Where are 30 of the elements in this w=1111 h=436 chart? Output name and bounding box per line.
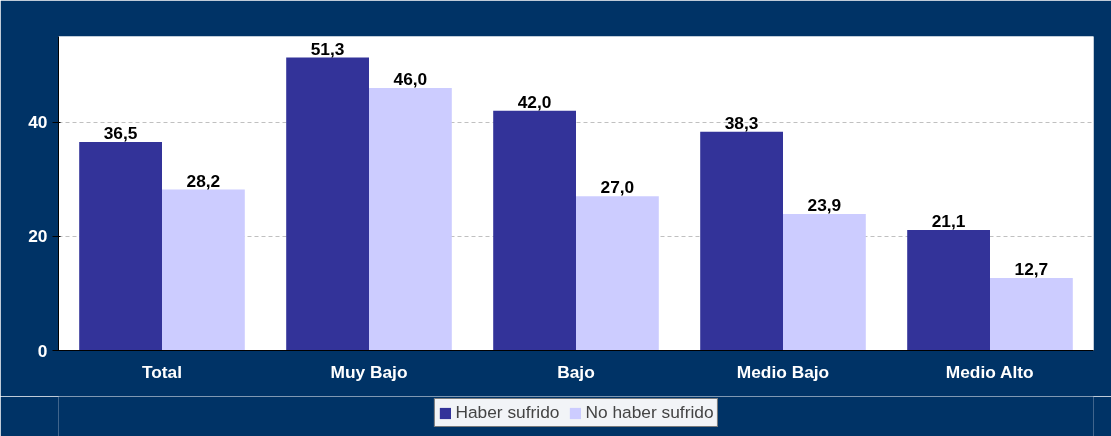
bar — [286, 57, 369, 351]
legend-label: No haber sufrido — [585, 402, 714, 423]
text: 27,0 — [600, 177, 635, 198]
x-tick-label: Medio Bajo — [736, 361, 830, 382]
text: 36,5 — [103, 123, 138, 144]
y-tick-label: 0 — [37, 340, 48, 361]
text: 46,0 — [393, 68, 428, 89]
text: 42,0 — [517, 91, 552, 112]
bar — [907, 230, 990, 351]
text: 21,1 — [931, 211, 966, 232]
x-tick-label: Medio Alto — [945, 361, 1034, 382]
y-tick-label: 20 — [28, 226, 48, 247]
text: 12,7 — [1014, 258, 1049, 279]
bar — [162, 189, 245, 351]
y-tick-label: 40 — [28, 112, 48, 133]
x-tick-label: Bajo — [557, 361, 595, 382]
x-tick-label: Total — [141, 361, 183, 382]
bar — [493, 110, 576, 351]
text: 28,2 — [186, 170, 221, 191]
legend-label: Haber sufrido — [455, 402, 560, 423]
bar — [783, 214, 866, 351]
text: 23,9 — [807, 195, 842, 216]
text: 51,3 — [310, 38, 345, 59]
bar — [369, 87, 452, 351]
text: 38,3 — [724, 112, 759, 133]
bar — [79, 142, 162, 351]
bar — [990, 277, 1073, 351]
x-tick-label: Muy Bajo — [330, 361, 408, 382]
bar — [700, 131, 783, 351]
bar — [576, 196, 659, 351]
